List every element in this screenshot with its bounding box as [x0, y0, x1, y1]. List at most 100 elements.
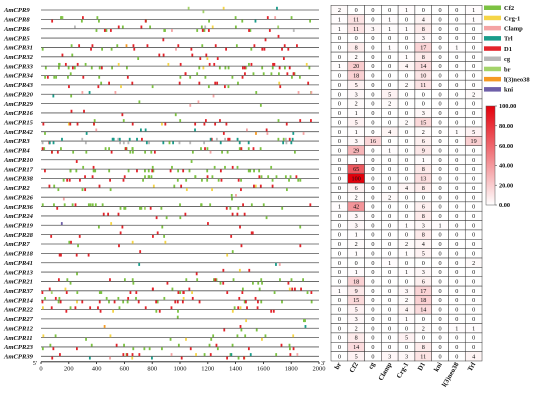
cis-element-cf2: [218, 66, 221, 70]
heatmap-cell-value: 0: [472, 157, 475, 164]
cis-element-cf2: [257, 281, 260, 285]
heatmap-cell-value: 1: [338, 204, 341, 211]
heatmap-cell-value: 0: [388, 325, 391, 332]
cis-element-crg-1: [231, 309, 234, 313]
cis-element-d1: [294, 287, 296, 291]
cis-element-d1: [181, 300, 184, 304]
heatmap-cell-value: 0: [388, 213, 391, 220]
heatmap-cell-value: 0: [439, 269, 442, 276]
heatmap-cell-value: 2: [355, 325, 358, 332]
cis-element-cf2: [231, 250, 234, 254]
heatmap-column-label: br: [334, 361, 343, 370]
cis-element-cf2: [236, 165, 239, 169]
cis-element-d1: [68, 85, 70, 89]
cis-element-d1: [222, 131, 225, 135]
cis-element-cf2: [207, 85, 210, 89]
cis-element-trl: [247, 141, 250, 145]
cis-element-cf2: [241, 287, 244, 291]
heatmap-cell-value: 0: [472, 297, 475, 304]
heatmap-cell-value: 0: [455, 297, 458, 304]
heatmap-cell-value: 0: [455, 73, 458, 80]
cis-element-crg-1: [211, 188, 213, 192]
heatmap-cell-value: 0: [439, 101, 442, 108]
cis-element-cf2: [73, 66, 76, 70]
heatmap-cell-value: 1: [472, 325, 475, 332]
cis-element-cf2: [44, 66, 47, 70]
cis-element-cf2: [177, 169, 180, 173]
cis-element-cf2: [125, 66, 128, 70]
cis-element-cf2: [69, 169, 72, 173]
cis-element-d1: [261, 47, 264, 51]
gene-label: AmCPR9: [3, 7, 30, 14]
cis-element-d1: [273, 62, 276, 66]
cis-element-d1: [210, 137, 213, 141]
heatmap-cell-value: 0: [388, 269, 391, 276]
cis-element-d1: [295, 175, 298, 179]
cis-element-cf2: [224, 165, 226, 169]
heatmap-cell-value: 0: [405, 45, 408, 52]
cis-element-d1: [180, 356, 183, 360]
cis-element-d1: [282, 57, 285, 60]
heatmap-cell-value: 0: [472, 250, 475, 257]
cis-element-d1: [250, 231, 253, 235]
heatmap-cell-value: 3: [422, 222, 425, 229]
cis-element-cf2: [143, 347, 146, 351]
heatmap-cell-value: 0: [371, 232, 374, 239]
heatmap-column-label: kni: [433, 361, 444, 373]
cis-element-cf2: [43, 147, 46, 151]
heatmap-cell-value: 0: [455, 288, 458, 295]
heatmap-cell-value: 0: [371, 110, 374, 117]
heatmap-cell-value: 0: [439, 260, 442, 267]
cis-element-d1: [231, 165, 234, 169]
heatmap-cell-value: 9: [355, 288, 358, 295]
heatmap-cell-value: 0: [455, 241, 458, 248]
heatmap-cell-value: 0: [388, 250, 391, 257]
cis-element-cf2: [286, 188, 288, 192]
cis-element-cf2: [156, 300, 159, 304]
cis-element-cf2: [163, 296, 166, 300]
cis-element-d1: [60, 253, 62, 257]
cis-element-d1: [87, 253, 90, 257]
cis-element-d1: [158, 309, 161, 313]
cis-element-d1: [226, 291, 229, 294]
cis-element-l-3-neo38: [255, 131, 257, 135]
cis-element-cf2: [66, 278, 69, 282]
cis-element-d1: [182, 169, 185, 173]
cis-element-cf2: [85, 337, 87, 341]
heatmap-cell-value: 0: [422, 7, 425, 14]
cis-element-d1: [248, 29, 250, 32]
gene-label: AmCPR38: [3, 176, 34, 183]
heatmap-cell-value: 0: [338, 166, 341, 173]
cis-element-crg-1: [41, 306, 44, 310]
heatmap-cell-value: 0: [405, 16, 408, 23]
cis-element-d1: [223, 85, 226, 89]
gene-label: AmCPR41: [3, 260, 33, 267]
cis-element-d1: [257, 300, 259, 304]
cis-element-d1: [51, 356, 54, 360]
cis-element-crg-1: [305, 62, 308, 66]
heatmap-cell-value: 0: [388, 222, 391, 229]
cis-element-cf2: [247, 169, 250, 173]
heatmap-cell-value: 0: [439, 26, 442, 33]
cis-element-d1: [78, 44, 81, 48]
three-prime-label: 3': [321, 360, 325, 367]
cis-element-crg-1: [254, 184, 257, 188]
cis-element-d1: [69, 122, 72, 126]
cis-element-cf2: [108, 169, 111, 173]
heatmap-cell-value: 1: [405, 250, 408, 257]
cis-element-cf2: [161, 225, 164, 229]
gene-label: AmCPR7: [3, 241, 30, 248]
cis-element-cf2: [98, 19, 100, 23]
cis-element-d1: [74, 306, 77, 310]
cis-element-cf2: [283, 66, 286, 70]
cis-element-cf2: [142, 178, 144, 182]
cis-element-cf2: [277, 119, 280, 123]
heatmap-cell-value: 29: [353, 147, 359, 154]
cis-element-cf2: [129, 150, 132, 154]
cis-element-crg-1: [185, 337, 187, 341]
element-legend: Cf2 Crg-1 Clamp Trl D1 cg br l(3)neo38 kni: [484, 5, 530, 94]
cis-element-cf2: [90, 66, 93, 70]
cis-element-d1: [283, 44, 286, 48]
cis-element-d1: [121, 225, 124, 229]
cis-element-cf2: [206, 178, 209, 182]
